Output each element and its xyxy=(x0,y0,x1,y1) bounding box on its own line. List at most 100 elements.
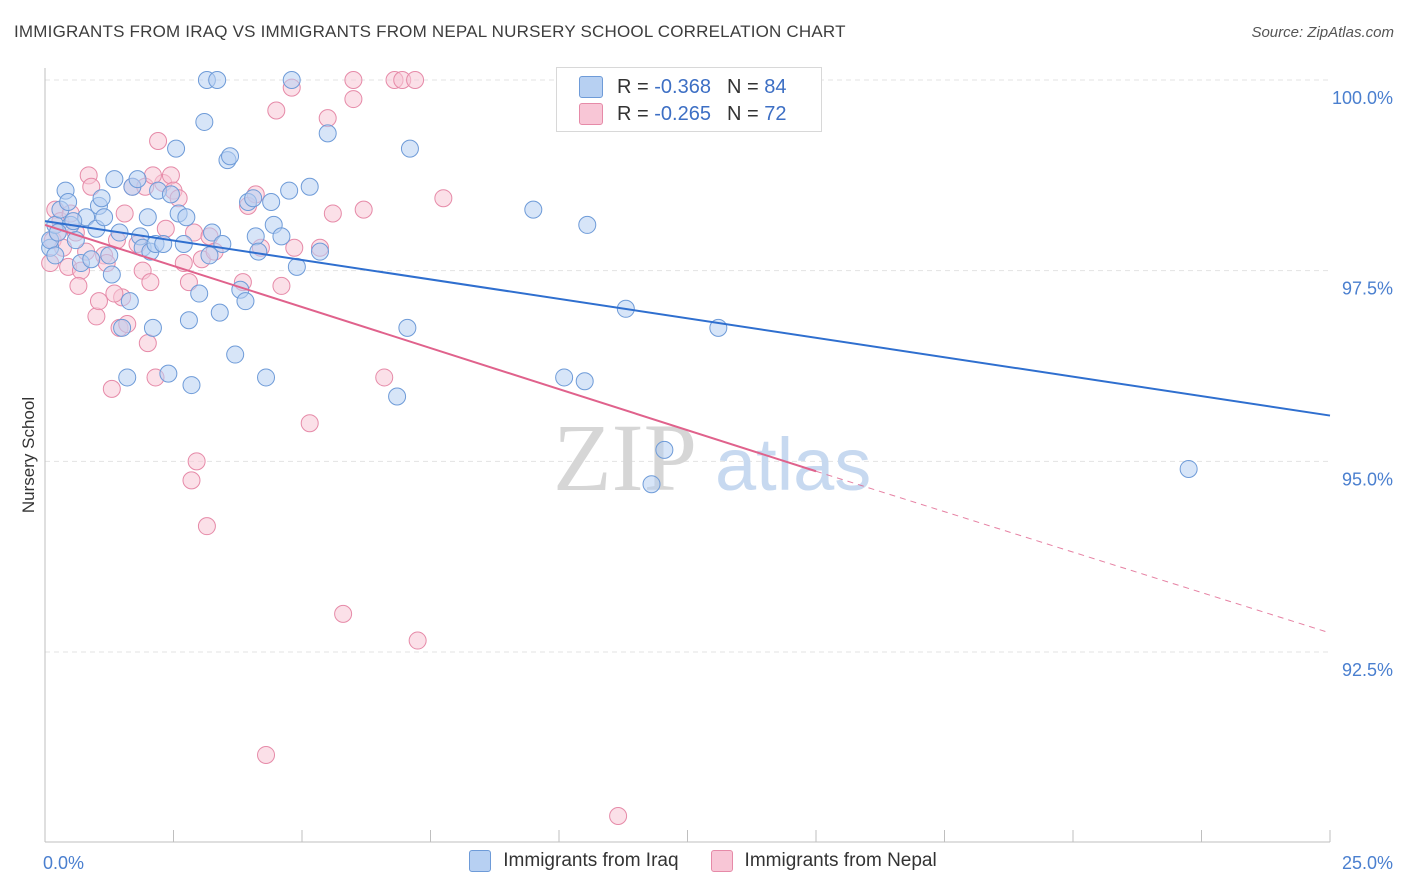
legend-item-iraq[interactable]: Immigrants from Iraq xyxy=(469,850,679,872)
series-iraq-points xyxy=(41,71,1198,494)
legend-r-label: R = xyxy=(617,75,649,98)
iraq-point xyxy=(208,71,227,89)
legend-n-value: 72 xyxy=(764,102,787,125)
iraq-point xyxy=(105,170,124,189)
nepal-point xyxy=(257,745,276,764)
nepal-point xyxy=(197,517,216,536)
iraq-point xyxy=(398,318,417,337)
iraq-point xyxy=(578,215,597,234)
iraq-point xyxy=(244,189,263,208)
iraq-point xyxy=(575,372,594,391)
stats-legend: R = -0.368 N = 84 R = -0.265 N = 72 xyxy=(556,67,822,132)
iraq-point xyxy=(226,345,245,364)
y-axis-label: Nursery School xyxy=(19,397,38,513)
iraq-point xyxy=(203,223,222,242)
iraq-point xyxy=(246,227,265,246)
iraq-point xyxy=(138,208,157,227)
nepal-trend-extension xyxy=(815,470,1331,634)
iraq-point xyxy=(310,242,329,261)
nepal-point xyxy=(344,71,363,89)
nepal-point xyxy=(141,273,160,292)
nepal-point xyxy=(609,806,628,825)
iraq-point xyxy=(318,124,337,143)
iraq-point xyxy=(388,387,407,406)
legend-n-label: N = xyxy=(726,102,759,125)
y-tick-label: 92.5% xyxy=(1342,660,1393,680)
iraq-point xyxy=(118,368,137,387)
iraq-point xyxy=(113,318,132,337)
nepal-trend-line xyxy=(44,223,817,473)
iraq-point xyxy=(102,265,121,284)
iraq-point xyxy=(272,227,291,246)
iraq-point xyxy=(82,250,101,269)
iraq-point xyxy=(524,200,543,219)
iraq-point xyxy=(179,311,198,330)
iraq-point xyxy=(143,318,162,337)
nepal-point xyxy=(143,166,162,185)
nepal-point xyxy=(102,379,121,398)
iraq-swatch xyxy=(579,76,603,98)
series-legend: Immigrants from Iraq Immigrants from Nep… xyxy=(0,850,1406,872)
nepal-point xyxy=(375,368,394,387)
iraq-point xyxy=(1179,459,1198,478)
y-tick-label: 97.5% xyxy=(1342,279,1393,299)
nepal-point xyxy=(89,292,108,311)
axes xyxy=(44,68,1331,843)
nepal-point xyxy=(354,200,373,219)
watermark-zip: ZIP xyxy=(553,404,697,511)
nepal-point xyxy=(105,284,124,303)
iraq-point xyxy=(555,368,574,387)
iraq-point xyxy=(280,181,299,200)
legend-r-value: -0.265 xyxy=(654,102,711,125)
nepal-legend-swatch xyxy=(710,850,733,872)
nepal-point xyxy=(69,276,88,295)
nepal-point xyxy=(187,452,206,471)
legend-r-label: R = xyxy=(617,102,649,125)
legend-row-nepal: R = -0.265 N = 72 xyxy=(579,101,786,127)
source-label: Source: ZipAtlas.com xyxy=(1251,24,1394,41)
iraq-legend-swatch xyxy=(469,850,492,872)
iraq-point xyxy=(59,193,78,212)
legend-item-nepal[interactable]: Immigrants from Nepal xyxy=(710,850,937,872)
iraq-point xyxy=(159,364,178,383)
nepal-point xyxy=(272,276,291,295)
gridlines xyxy=(45,79,1330,653)
chart-title: IMMIGRANTS FROM IRAQ VS IMMIGRANTS FROM … xyxy=(14,22,846,41)
iraq-point xyxy=(167,139,186,158)
iraq-point xyxy=(120,292,139,311)
iraq-point xyxy=(195,112,214,131)
legend-label-nepal: Immigrants from Nepal xyxy=(744,850,937,871)
iraq-point xyxy=(282,71,301,89)
iraq-point xyxy=(262,193,281,212)
nepal-point xyxy=(285,238,304,257)
legend-label-iraq: Immigrants from Iraq xyxy=(503,850,679,871)
iraq-point xyxy=(161,185,180,204)
iraq-point xyxy=(95,208,114,227)
nepal-point xyxy=(138,334,157,353)
nepal-point xyxy=(334,604,353,623)
iraq-point xyxy=(655,440,674,459)
nepal-point xyxy=(87,307,106,326)
nepal-point xyxy=(161,166,180,185)
iraq-point xyxy=(221,147,240,166)
y-tick-label: 95.0% xyxy=(1342,469,1393,489)
legend-n-value: 84 xyxy=(764,75,787,98)
nepal-point xyxy=(82,177,101,196)
iraq-point xyxy=(182,376,201,395)
iraq-point xyxy=(642,475,661,494)
iraq-point xyxy=(210,303,229,322)
nepal-point xyxy=(318,109,337,128)
x-tick-label: 0.0% xyxy=(43,853,84,873)
nepal-point xyxy=(408,631,427,650)
y-tick-label: 100.0% xyxy=(1332,88,1393,108)
iraq-point xyxy=(213,234,232,253)
nepal-point xyxy=(156,219,175,238)
nepal-point xyxy=(179,273,198,292)
legend-row-iraq: R = -0.368 N = 84 xyxy=(579,74,786,100)
legend-n-label: N = xyxy=(726,75,759,98)
x-tick-label: 25.0% xyxy=(1342,853,1393,873)
nepal-point xyxy=(115,204,134,223)
iraq-point xyxy=(177,208,196,227)
nepal-point xyxy=(406,71,425,89)
iraq-point xyxy=(128,170,147,189)
